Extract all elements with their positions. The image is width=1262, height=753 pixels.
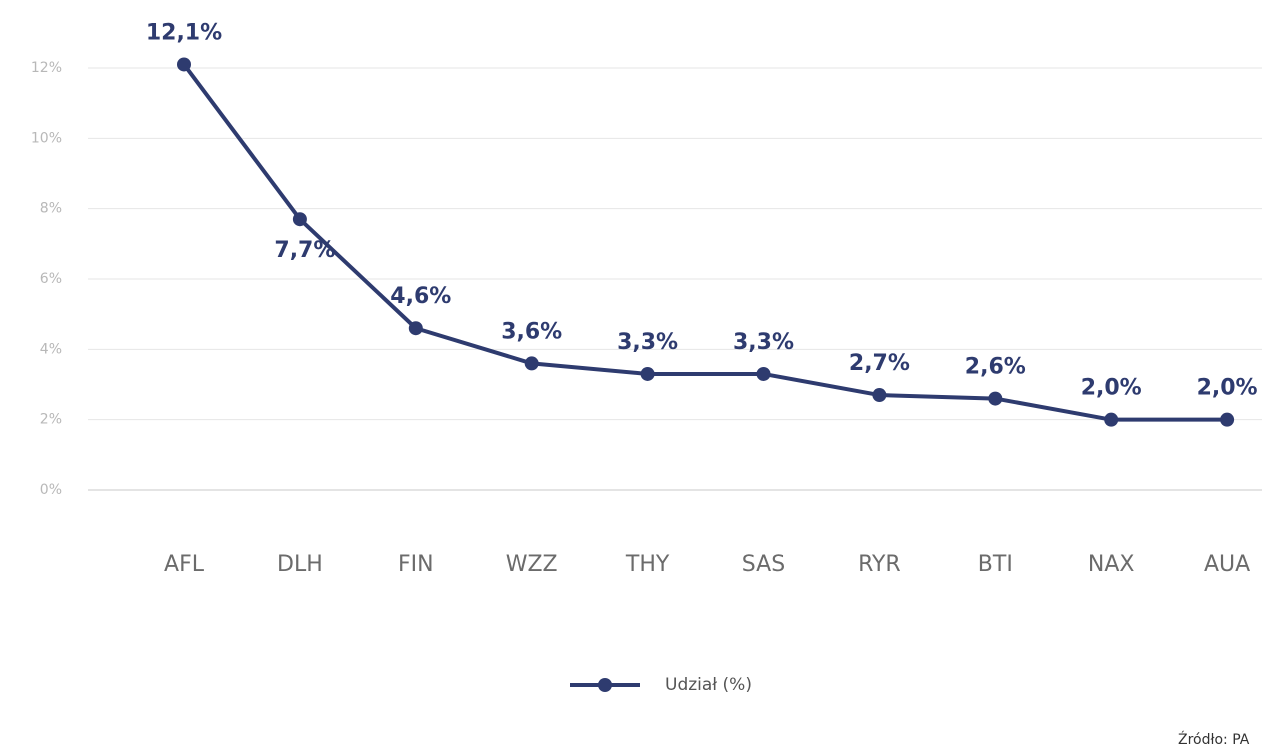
point <box>292 212 307 227</box>
y-tick-label: 0% <box>40 482 62 498</box>
data-label: 2,6% <box>965 355 1026 380</box>
x-tick-label: AFL <box>164 552 205 577</box>
data-label: 3,6% <box>501 319 562 344</box>
point <box>640 366 655 381</box>
x-tick-label: AUA <box>1204 552 1250 577</box>
data-label: 12,1% <box>146 20 222 45</box>
point <box>1220 412 1235 427</box>
data-label: 2,0% <box>1197 376 1258 401</box>
x-tick-label: WZZ <box>506 552 558 577</box>
y-tick-label: 8% <box>40 201 62 217</box>
point <box>988 391 1003 406</box>
point <box>177 57 191 72</box>
y-tick-label: 12% <box>31 60 62 76</box>
source: Źródło: PA <box>1178 730 1250 748</box>
data-label: 3,3% <box>733 330 794 355</box>
point <box>872 388 887 403</box>
y-tick-label: 10% <box>31 130 62 146</box>
data-label: 3,3% <box>617 330 678 355</box>
x-tick-label: NAX <box>1088 552 1135 577</box>
y-tick-label: 6% <box>40 271 62 287</box>
series-line <box>182 63 1228 422</box>
x-tick-label: BTI <box>978 552 1013 577</box>
data-label: 2,0% <box>1081 376 1142 401</box>
x-tick-label: DLH <box>277 552 323 577</box>
data-label: 4,6% <box>390 284 451 309</box>
legend-marker <box>598 678 612 692</box>
x-tick-label: SAS <box>742 552 785 577</box>
data-label: 2,7% <box>849 351 910 376</box>
y-tick-label: 2% <box>40 412 62 428</box>
point <box>524 356 539 371</box>
legend-label: Udział (%) <box>665 675 752 695</box>
x-tick-label: FIN <box>398 552 434 577</box>
x-tick-label: RYR <box>858 552 901 577</box>
point <box>756 366 771 381</box>
x-tick-label: THY <box>625 552 670 577</box>
point <box>408 321 423 336</box>
data-label: 7,7% <box>274 238 335 263</box>
point <box>1104 412 1119 427</box>
y-tick-label: 4% <box>40 341 62 357</box>
